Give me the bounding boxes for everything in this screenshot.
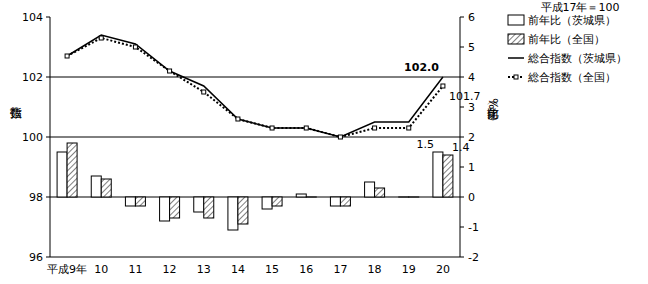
y-tick-label: 98 (29, 191, 43, 204)
y-tick (46, 77, 50, 78)
x-tick-label: 11 (128, 263, 142, 276)
marker (304, 126, 308, 130)
y2-tick-label: -2 (468, 251, 479, 264)
bar (443, 155, 453, 197)
bar (433, 152, 443, 197)
x-tick-label: 13 (197, 263, 211, 276)
bar (238, 197, 248, 224)
marker (236, 117, 240, 121)
legend-label: 前年比（全国） (528, 33, 605, 46)
marker (65, 54, 69, 58)
y2-tick-label: 5 (468, 41, 475, 54)
legend-swatch (508, 34, 524, 44)
x-tick-label: 17 (333, 263, 347, 276)
bar (204, 197, 214, 218)
legend-label: 総合指数（全国） (527, 71, 616, 84)
annotation: 101.7 (449, 90, 481, 103)
bar (101, 179, 111, 197)
y-tick (46, 257, 50, 258)
bar (67, 143, 77, 197)
bar (160, 197, 170, 221)
bar (306, 197, 316, 198)
bar (135, 197, 145, 206)
legend-swatch (508, 57, 524, 59)
y2-tick-label: 4 (468, 71, 475, 84)
annotation: 1.5 (416, 138, 434, 151)
x-tick-label: 19 (402, 263, 416, 276)
bar (125, 197, 135, 206)
bar (262, 197, 272, 209)
marker (373, 126, 377, 130)
bar (365, 182, 375, 197)
marker (99, 36, 103, 40)
y-tick (46, 137, 50, 138)
y2-tick (460, 77, 464, 78)
x-axis (50, 257, 460, 258)
y2-tick (460, 47, 464, 48)
x-tick-label: 平成9年 (47, 263, 87, 276)
chart: 9698100102104-2-10123456平成9年101112131415… (0, 0, 648, 284)
legend-swatch (508, 15, 524, 25)
annotation: 102.0 (404, 61, 439, 74)
line (67, 38, 443, 137)
y-axis-label: 指数 (10, 107, 23, 119)
marker (338, 135, 342, 139)
x-tick-label: 18 (368, 263, 382, 276)
x-tick-label: 20 (436, 263, 450, 276)
y2-tick (460, 167, 464, 168)
grid-line (50, 77, 460, 78)
annotation: 1.4 (452, 141, 470, 154)
bar (57, 152, 67, 197)
marks (57, 35, 453, 230)
bar (375, 188, 385, 197)
y2-tick (460, 17, 464, 18)
legend-marker (514, 75, 518, 79)
bar (399, 197, 409, 198)
marker (133, 45, 137, 49)
x-tick-label: 14 (231, 263, 245, 276)
marker (202, 90, 206, 94)
bar (330, 197, 340, 206)
y2-tick-label: -1 (468, 221, 479, 234)
bar (228, 197, 238, 230)
legend-label: 前年比（茨城県） (528, 14, 616, 27)
marker (168, 69, 172, 73)
line (67, 35, 443, 137)
bar (296, 194, 306, 197)
y2-tick-label: 1 (468, 161, 475, 174)
y-tick-label: 96 (29, 251, 43, 264)
y2-tick (460, 137, 464, 138)
marker (441, 84, 445, 88)
x-tick-label: 12 (163, 263, 177, 276)
y2-tick (460, 227, 464, 228)
y2-tick (460, 107, 464, 108)
x-tick-label: 10 (94, 263, 108, 276)
grid-line (50, 137, 460, 138)
bar (272, 197, 282, 206)
legend-swatch (508, 76, 524, 78)
y2-tick-label: 6 (468, 11, 475, 24)
y2-tick (460, 197, 464, 198)
y-tick-label: 102 (22, 71, 43, 84)
bar (194, 197, 204, 212)
y-tick (46, 17, 50, 18)
y-tick-label: 104 (22, 11, 43, 24)
y2-axis-label: 前年比（%） (486, 98, 500, 121)
subtitle: 平成17年＝100 (541, 1, 620, 14)
x-tick-label: 16 (299, 263, 313, 276)
marker (270, 126, 274, 130)
y-tick-label: 100 (22, 131, 43, 144)
y2-tick-label: 0 (468, 191, 475, 204)
x-tick-label: 15 (265, 263, 279, 276)
bar (409, 197, 419, 198)
marker (407, 126, 411, 130)
legend-label: 総合指数（茨城県） (527, 52, 627, 65)
bar (340, 197, 350, 206)
bar (170, 197, 180, 218)
y2-tick (460, 257, 464, 258)
y-tick (46, 197, 50, 198)
bar (91, 176, 101, 197)
